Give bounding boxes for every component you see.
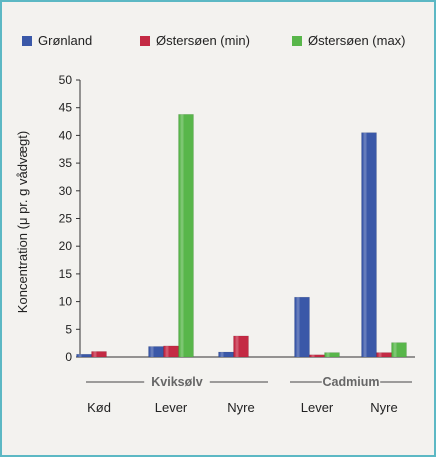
bar-2-3 xyxy=(324,352,340,358)
y-tick-label-7: 35 xyxy=(59,156,73,170)
category-groups: Kviksølv Cadmium xyxy=(86,375,412,389)
bar-highlight-1-1 xyxy=(165,345,169,357)
bar-highlight-1-0 xyxy=(93,351,97,357)
legend-swatch-0 xyxy=(22,36,32,46)
bar-highlight-0-4 xyxy=(363,132,367,357)
group-label-0: Kviksølv xyxy=(151,375,202,389)
x-tick-label-1: Lever xyxy=(155,400,188,415)
x-tick-label-2: Nyre xyxy=(227,400,254,415)
y-tick-label-10: 50 xyxy=(59,73,73,87)
group-label-1: Cadmium xyxy=(323,375,380,389)
x-tick-label-0: Kød xyxy=(87,400,111,415)
bar-highlight-2-4 xyxy=(393,342,397,357)
y-tick-label-9: 45 xyxy=(59,101,73,115)
bar-0-3 xyxy=(294,296,310,358)
y-tick-label-5: 25 xyxy=(59,212,73,226)
y-tick-label-6: 30 xyxy=(59,184,73,198)
bar-2-4 xyxy=(391,342,407,358)
y-tick-label-4: 20 xyxy=(59,239,73,253)
bar-highlight-0-0 xyxy=(78,354,82,357)
y-tick-label-3: 15 xyxy=(59,267,73,281)
y-tick-label-2: 10 xyxy=(59,295,73,309)
y-axis-ticks: 0 5 10 15 20 25 30 35 40 45 50 xyxy=(59,73,80,364)
bar-highlight-0-2 xyxy=(220,352,224,357)
y-tick-label-1: 5 xyxy=(65,322,72,336)
bar-2-1 xyxy=(178,114,194,358)
bar-1-0 xyxy=(91,351,107,358)
bar-highlight-1-2 xyxy=(235,335,239,357)
y-tick-label-8: 40 xyxy=(59,128,73,142)
legend-label-2: Østersøen (max) xyxy=(308,33,406,48)
legend: Grønland Østersøen (min) Østersøen (max) xyxy=(22,33,406,48)
x-tick-label-3: Lever xyxy=(301,400,334,415)
bar-0-4 xyxy=(361,132,377,358)
bar-1-2 xyxy=(233,335,249,358)
bar-highlight-2-1 xyxy=(180,114,184,358)
legend-swatch-1 xyxy=(140,36,150,46)
y-axis-label: Koncentration (μ pr. g vådvægt) xyxy=(15,131,30,313)
bar-highlight-0-3 xyxy=(296,297,300,357)
x-tick-label-4: Nyre xyxy=(370,400,397,415)
bars xyxy=(76,114,407,358)
bar-highlight-2-3 xyxy=(326,352,330,357)
x-axis-labels: Kød Lever Nyre Lever Nyre xyxy=(87,400,398,415)
legend-swatch-2 xyxy=(292,36,302,46)
legend-label-0: Grønland xyxy=(38,33,92,48)
bar-highlight-1-3 xyxy=(311,354,315,357)
y-tick-label-0: 0 xyxy=(65,350,72,364)
bar-highlight-0-1 xyxy=(150,346,154,357)
bar-highlight-1-4 xyxy=(378,352,382,357)
legend-label-1: Østersøen (min) xyxy=(156,33,250,48)
